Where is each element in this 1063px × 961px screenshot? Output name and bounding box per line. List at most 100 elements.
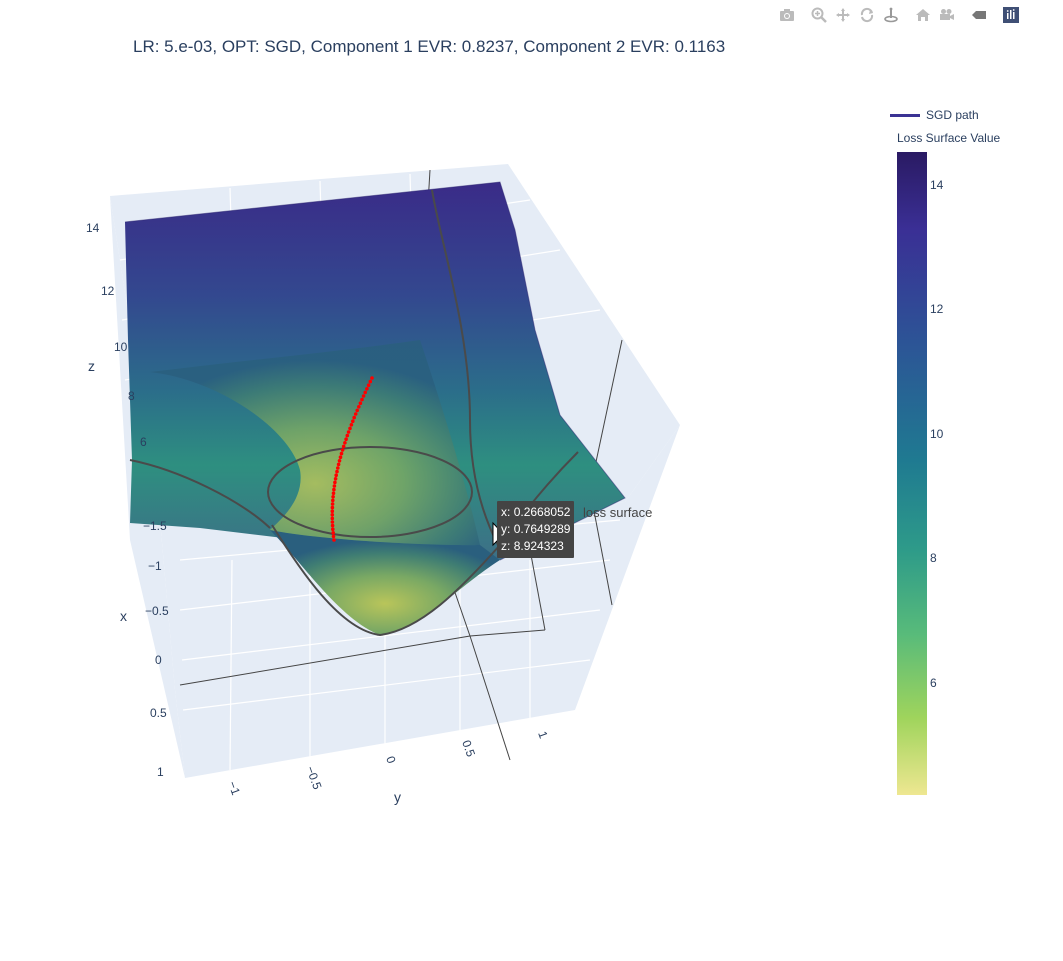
sgd-path-marker[interactable] [330, 516, 335, 521]
sgd-path-marker[interactable] [341, 444, 346, 449]
sgd-path-marker[interactable] [346, 430, 351, 434]
colorbar-tick: 6 [930, 676, 937, 690]
sgd-path-marker[interactable] [334, 473, 339, 478]
z-tick: 14 [86, 221, 100, 235]
z-axis-ticks: 14 12 10 8 6 [86, 221, 147, 449]
z-tick: 10 [114, 340, 128, 354]
colorbar-tick: 8 [930, 551, 937, 565]
sgd-path-marker[interactable] [331, 491, 336, 496]
hover-y-label: y: [501, 522, 511, 536]
sgd-path-marker[interactable] [332, 484, 337, 488]
sgd-path-marker[interactable] [345, 433, 350, 438]
sgd-path-marker[interactable] [358, 401, 363, 406]
sgd-path-marker[interactable] [335, 469, 339, 474]
legend-line-swatch [890, 113, 920, 117]
sgd-path-marker[interactable] [333, 477, 338, 481]
sgd-path-marker[interactable] [331, 534, 336, 539]
legend-label: SGD path [926, 108, 979, 122]
colorbar-tick: 12 [930, 302, 944, 316]
hover-x-label: x: [501, 505, 511, 519]
sgd-path-marker[interactable] [331, 495, 335, 499]
sgd-path-marker[interactable] [363, 390, 368, 395]
legend-item-sgd-path[interactable]: SGD path [890, 108, 979, 122]
sgd-path-marker[interactable] [332, 538, 336, 542]
loss-surface[interactable] [124, 181, 626, 635]
sgd-path-marker[interactable] [352, 415, 357, 420]
sgd-path-marker[interactable] [331, 498, 335, 503]
hover-toggle-icon[interactable] [967, 4, 991, 26]
x-tick: 0.5 [150, 706, 167, 720]
colorbar-tick: 14 [930, 178, 944, 192]
sgd-path-marker[interactable] [331, 531, 336, 535]
x-tick: −1 [148, 559, 162, 573]
hover-box: x: 0.2668052 y: 0.7649289 z: 8.924323 [497, 501, 575, 558]
chart-title: LR: 5.e-03, OPT: SGD, Component 1 EVR: 0… [133, 37, 726, 56]
sgd-path-marker[interactable] [365, 387, 369, 391]
x-axis-ticks: −1.5 −1 −0.5 0 0.5 1 [143, 519, 169, 779]
sgd-path-marker[interactable] [330, 509, 335, 513]
y-tick: 1 [535, 729, 551, 740]
sgd-path-trace[interactable] [330, 376, 374, 542]
sgd-path-marker[interactable] [336, 466, 340, 470]
colorbar-title: Loss Surface Value [897, 131, 1001, 145]
sgd-path-marker[interactable] [348, 426, 352, 431]
hover-z-value: 8.924323 [513, 539, 564, 553]
x-tick: −0.5 [145, 604, 169, 618]
y-tick: −0.5 [303, 764, 324, 791]
reset-camera-icon[interactable] [911, 4, 935, 26]
hover-trace-name: loss surface [583, 505, 653, 520]
sgd-path-marker[interactable] [361, 394, 366, 398]
sgd-path-marker[interactable] [370, 376, 374, 380]
sgd-path-marker[interactable] [368, 379, 373, 384]
sgd-path-marker[interactable] [330, 505, 335, 510]
sgd-path-marker[interactable] [340, 448, 345, 452]
sgd-path-marker[interactable] [330, 523, 335, 528]
y-axis-ticks: −1 −0.5 0 0.5 1 [225, 729, 551, 797]
z-axis-title: z [88, 358, 95, 374]
sgd-path-marker[interactable] [339, 451, 344, 456]
sgd-path-marker[interactable] [353, 412, 358, 416]
sgd-path-marker[interactable] [333, 480, 337, 485]
sgd-path-marker[interactable] [360, 397, 364, 402]
y-tick: 0 [383, 754, 399, 765]
plotly-logo-icon[interactable] [999, 4, 1023, 26]
sgd-path-marker[interactable] [336, 462, 341, 467]
modebar [775, 4, 1023, 26]
sgd-path-marker[interactable] [357, 405, 361, 409]
x-axis-title: x [120, 608, 127, 624]
sgd-path-marker[interactable] [330, 502, 335, 506]
last-save-camera-icon[interactable] [935, 4, 959, 26]
sgd-path-marker[interactable] [355, 408, 360, 413]
sgd-path-marker[interactable] [366, 383, 371, 388]
colorbar-tick: 10 [930, 427, 944, 441]
pan-icon[interactable] [831, 4, 855, 26]
x-tick: −1.5 [143, 519, 167, 533]
z-tick: 12 [101, 284, 115, 298]
sgd-path-marker[interactable] [331, 527, 335, 531]
sgd-path-marker[interactable] [330, 520, 335, 524]
hover-x-value: 0.2668052 [513, 505, 571, 519]
sgd-path-marker[interactable] [337, 459, 342, 463]
sgd-path-marker[interactable] [351, 419, 355, 424]
zoom-icon[interactable] [807, 4, 831, 26]
turntable-rotation-icon[interactable] [879, 4, 903, 26]
sgd-path-marker[interactable] [343, 441, 347, 445]
sgd-path-marker[interactable] [349, 423, 354, 427]
sgd-path-marker[interactable] [332, 487, 336, 492]
hover-tooltip: x: 0.2668052 y: 0.7649289 z: 8.924323 lo… [497, 501, 652, 558]
sgd-path-marker[interactable] [344, 437, 348, 442]
z-tick: 6 [140, 435, 147, 449]
camera-icon[interactable] [775, 4, 799, 26]
x-tick: 0 [155, 653, 162, 667]
y-axis-title: y [394, 789, 401, 805]
colorbar [897, 152, 927, 795]
sgd-path-marker[interactable] [338, 455, 343, 460]
sgd-path-marker[interactable] [330, 513, 335, 517]
y-tick: 0.5 [459, 738, 478, 759]
hover-z-label: z: [501, 539, 511, 553]
orbit-rotation-icon[interactable] [855, 4, 879, 26]
z-tick: 8 [128, 389, 135, 403]
x-tick: 1 [157, 765, 164, 779]
